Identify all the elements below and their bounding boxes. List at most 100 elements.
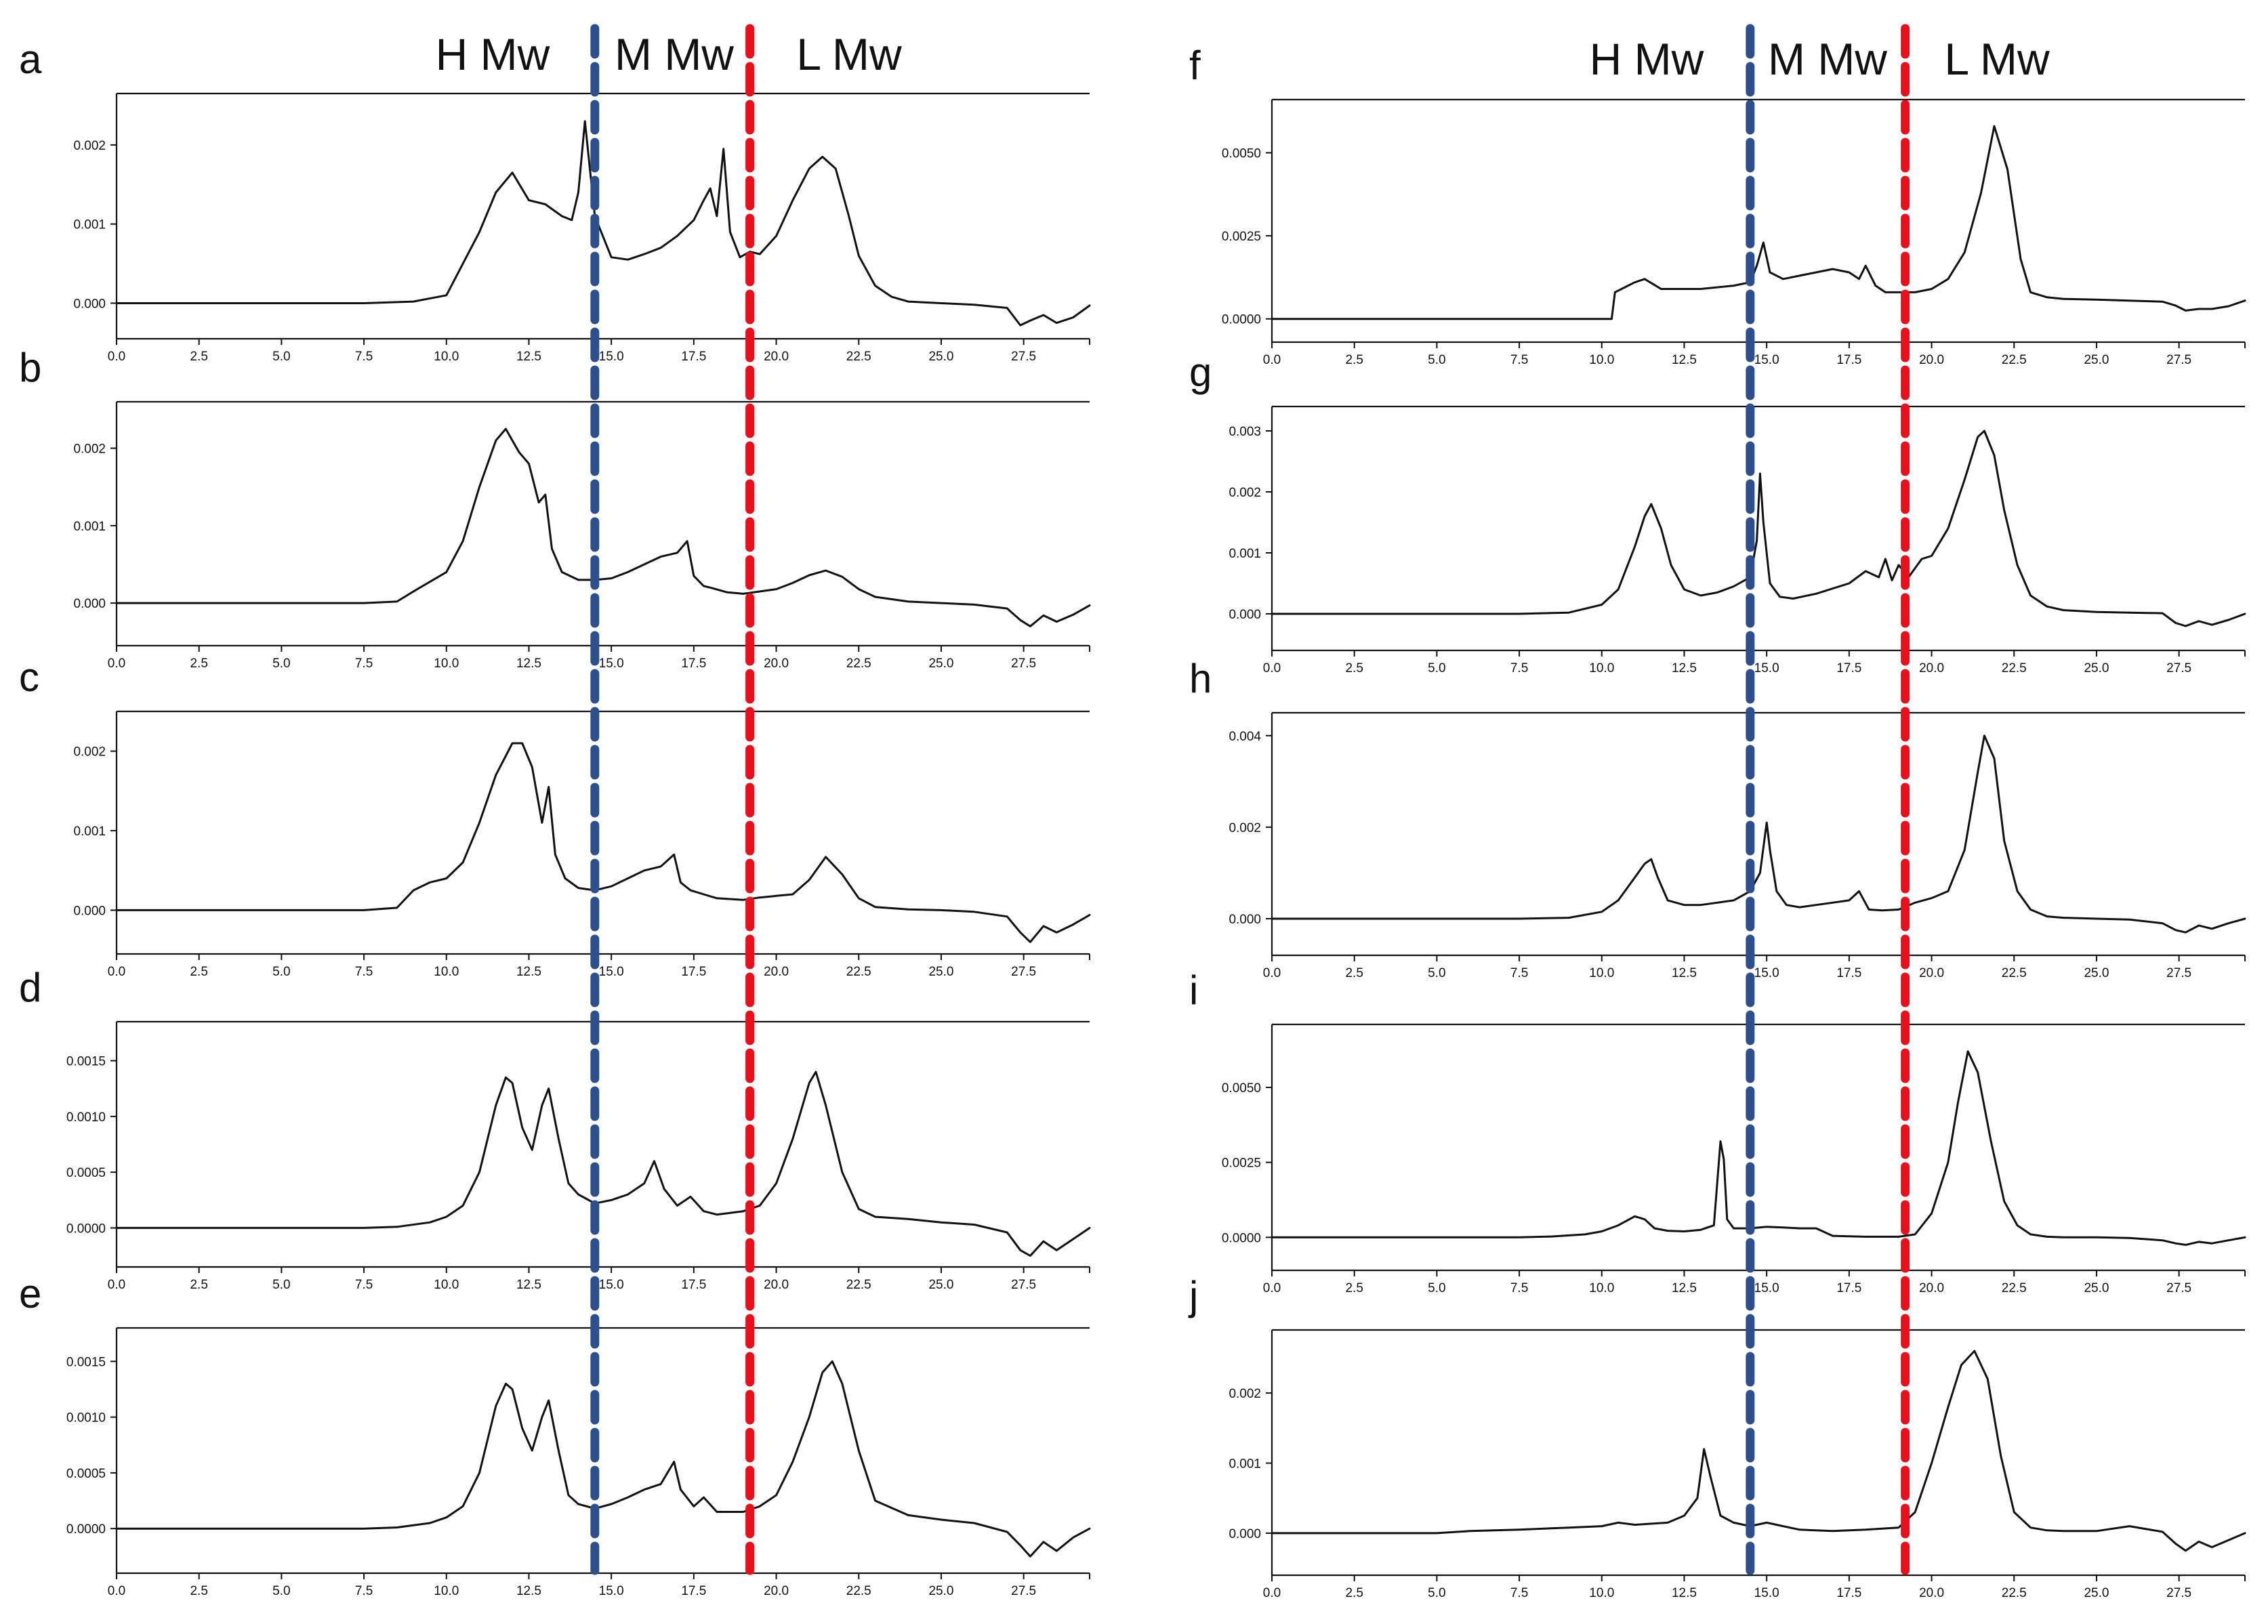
- x-tick-label: 10.0: [434, 1278, 459, 1292]
- x-tick-label: 0.0: [1263, 1281, 1281, 1295]
- x-tick-label: 17.5: [1836, 1586, 1861, 1600]
- x-tick-label: 27.5: [2166, 661, 2191, 675]
- x-tick-label: 10.0: [1589, 1281, 1614, 1295]
- column-label-high-mw-left: H Mw: [436, 29, 550, 79]
- x-tick-label: 0.0: [1263, 1586, 1281, 1600]
- trace-a: [115, 120, 1091, 327]
- x-tick-label: 20.0: [1919, 1281, 1944, 1295]
- x-tick-label: 0.0: [108, 965, 125, 979]
- x-tick-label: 22.5: [2002, 1586, 2027, 1600]
- x-tick-label: 5.0: [1428, 1586, 1445, 1600]
- x-tick-label: 12.5: [516, 657, 541, 671]
- y-tick-label: 0.0050: [1222, 146, 1261, 161]
- y-tick-label: 0.0000: [66, 1222, 106, 1236]
- trace-f: [1271, 125, 2246, 320]
- trace-i: [1271, 1050, 2246, 1246]
- x-tick-label: 20.0: [764, 1278, 789, 1292]
- panel-letter-h: h: [1189, 656, 1212, 701]
- y-tick-label: 0.0000: [1222, 313, 1261, 327]
- x-tick-label: 22.5: [846, 657, 871, 671]
- x-tick-label: 10.0: [434, 350, 459, 364]
- panel-letter-c: c: [19, 654, 39, 700]
- x-tick-label: 2.5: [190, 657, 207, 671]
- x-tick-label: 5.0: [1428, 966, 1445, 980]
- x-tick-label: 27.5: [2166, 353, 2191, 367]
- panel-letter-i: i: [1189, 967, 1198, 1013]
- y-tick-label: 0.001: [73, 218, 106, 232]
- x-tick-label: 15.0: [599, 965, 624, 979]
- x-tick-label: 2.5: [1345, 1281, 1363, 1295]
- panel-letter-g: g: [1189, 350, 1212, 395]
- panel-letter-b: b: [19, 345, 41, 390]
- y-tick-label: 0.0010: [66, 1110, 106, 1125]
- x-tick-label: 17.5: [1836, 1281, 1861, 1295]
- panel-letter-a: a: [19, 37, 42, 82]
- panel-c: c 0.0 2.5 5.0 7.5 10.0 12.5 15.0 17.5 20.0 22.5 25.…: [19, 654, 1091, 979]
- x-tick-label: 12.5: [516, 1584, 541, 1598]
- x-tick-label: 20.0: [1919, 1586, 1944, 1600]
- y-tick-label: 0.001: [73, 825, 106, 839]
- y-tick-label: 0.002: [1229, 1387, 1261, 1401]
- x-tick-label: 5.0: [272, 1278, 290, 1292]
- x-tick-label: 17.5: [1836, 661, 1861, 675]
- y-tick-label: 0.002: [73, 442, 106, 457]
- x-tick-label: 10.0: [434, 657, 459, 671]
- x-tick-label: 2.5: [1345, 1586, 1363, 1600]
- x-tick-label: 5.0: [272, 350, 290, 364]
- x-tick-label: 5.0: [272, 965, 290, 979]
- panel-d: d 0.0 2.5 5.0 7.5 10.0 12.5 15.0 17.5 20.0 22.5 25.…: [19, 965, 1091, 1292]
- y-tick-label: 0.000: [73, 597, 106, 611]
- x-tick-label: 0.0: [1263, 661, 1281, 675]
- x-tick-label: 20.0: [764, 965, 789, 979]
- x-tick-label: 2.5: [190, 350, 207, 364]
- x-tick-label: 22.5: [846, 1278, 871, 1292]
- trace-j: [1271, 1350, 2246, 1552]
- panel-i: i 0.0 2.5 5.0 7.5 10.0 12.5 15.0 17.5 20.0 22.5 25.…: [1189, 967, 2246, 1295]
- panel-letter-j: j: [1188, 1273, 1198, 1318]
- x-tick-label: 2.5: [1345, 966, 1363, 980]
- x-tick-label: 7.5: [355, 965, 373, 979]
- y-tick-label: 0.001: [73, 520, 106, 534]
- x-tick-label: 25.0: [928, 657, 953, 671]
- x-tick-label: 5.0: [1428, 661, 1445, 675]
- y-tick-label: 0.002: [1229, 821, 1261, 835]
- x-tick-label: 5.0: [1428, 353, 1445, 367]
- x-tick-label: 12.5: [1672, 966, 1697, 980]
- x-tick-label: 22.5: [2002, 966, 2027, 980]
- x-tick-label: 10.0: [434, 965, 459, 979]
- panel-f: f 0.0 2.5 5.0 7.5 10.0 12.5 15.0 17.5 20.0 22.5 25.…: [1189, 43, 2246, 367]
- x-tick-label: 15.0: [599, 657, 624, 671]
- x-tick-label: 0.0: [108, 1584, 125, 1598]
- y-tick-label: 0.003: [1229, 425, 1261, 439]
- y-tick-label: 0.001: [1229, 1457, 1261, 1472]
- panel-letter-d: d: [19, 965, 41, 1010]
- trace-c: [115, 742, 1091, 943]
- panel-g: g 0.0 2.5 5.0 7.5 10.0 12.5 15.0 17.5 20.0 22.5 25.…: [1189, 350, 2246, 675]
- x-tick-label: 22.5: [2002, 353, 2027, 367]
- y-tick-label: 0.002: [73, 139, 106, 153]
- x-tick-label: 20.0: [1919, 661, 1944, 675]
- x-tick-label: 22.5: [846, 965, 871, 979]
- x-tick-label: 25.0: [928, 350, 953, 364]
- column-label-high-mw-right: H Mw: [1590, 34, 1704, 84]
- y-tick-label: 0.0005: [66, 1166, 106, 1180]
- x-tick-label: 2.5: [190, 1278, 207, 1292]
- panel-b: b 0.0 2.5 5.0 7.5 10.0 12.5 15.0 17.5 20.0 22.5 25.…: [19, 345, 1091, 671]
- x-tick-label: 7.5: [1510, 966, 1528, 980]
- panels: a 0.0 2.5 5.0 7.5 10.0 12.5 15.0 17.5 20.0 22.5 25.…: [19, 37, 2246, 1600]
- column-label-medium-mw-right: M Mw: [1768, 34, 1887, 84]
- y-tick-label: 0.002: [73, 745, 106, 759]
- x-tick-label: 7.5: [1510, 1586, 1528, 1600]
- y-tick-label: 0.0050: [1222, 1081, 1261, 1096]
- x-tick-label: 17.5: [1836, 353, 1861, 367]
- y-tick-label: 0.000: [1229, 913, 1261, 927]
- x-tick-label: 20.0: [764, 1584, 789, 1598]
- x-tick-label: 15.0: [1754, 1586, 1779, 1600]
- x-tick-label: 10.0: [1589, 1586, 1614, 1600]
- x-tick-label: 7.5: [1510, 353, 1528, 367]
- x-tick-label: 17.5: [681, 350, 706, 364]
- x-tick-label: 27.5: [1011, 1584, 1036, 1598]
- y-tick-label: 0.0025: [1222, 1157, 1261, 1171]
- mw-dividers: [590, 24, 1910, 1575]
